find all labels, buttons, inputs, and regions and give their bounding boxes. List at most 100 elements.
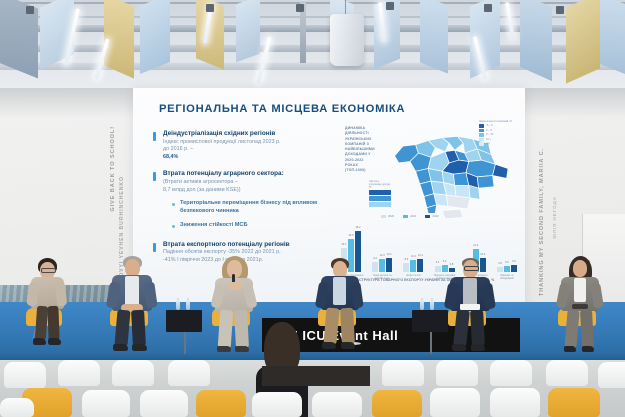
bar-category: Жири та олії (406, 274, 421, 277)
bar-value: 5.4 (435, 261, 440, 265)
sub-bullet-text: Територіальне переміщення бізнесу під вп… (180, 200, 318, 214)
bar-value: 13.1 (386, 253, 392, 257)
bar-value: 8.6 (404, 257, 409, 261)
ceiling-light (505, 1, 515, 41)
acoustic-baffle (566, 0, 600, 84)
head (573, 260, 587, 277)
bar-value: 11.9 (410, 254, 416, 258)
audience-chair[interactable] (546, 360, 588, 386)
legend-label: н/д (486, 142, 490, 146)
side-table (166, 310, 202, 354)
slide-bullet-list: Деіндустріалізація східних регіонів Інде… (151, 130, 341, 273)
bar-group: 5.4 6.2 3.8 Продукти харчової промислово… (434, 224, 456, 280)
water-bottle (186, 298, 190, 310)
bar-category: Продукти харчової промисловості (433, 274, 456, 281)
shirt (463, 278, 477, 306)
bar-group: 4.8 5.6 6.9 Машини та обладнання (496, 224, 517, 280)
bar-value: 4.8 (498, 261, 502, 265)
slide-bullet: Втрата потенціалу аграрного сектора: (Вт… (151, 170, 341, 229)
bar-group: 8.6 11.9 12.4 Жири та олії (403, 224, 424, 277)
audience-chair[interactable] (82, 390, 130, 417)
audience-chair[interactable] (490, 360, 532, 386)
chart-legend-item: 2020 (381, 214, 394, 218)
glasses-icon (464, 266, 479, 271)
hands (121, 304, 143, 312)
notes-paper[interactable] (460, 304, 480, 310)
legend-label: 5 – 10 (486, 133, 494, 137)
donor-wall-text-right: THANKING MY SECOND FAMILY, MARIIA C. (539, 148, 545, 297)
audience-chair[interactable] (58, 360, 100, 386)
head (463, 260, 478, 278)
ceiling (0, 0, 625, 96)
bar-value: 3.8 (449, 262, 454, 266)
ceiling-speaker (330, 14, 364, 66)
panelist-2 (105, 256, 160, 360)
donor-wall-text-left: GIVE BACK TO SCHOOL! (110, 126, 116, 212)
audience-chair[interactable] (252, 392, 302, 417)
audience-chair[interactable] (490, 388, 540, 417)
audience-chair[interactable] (382, 360, 424, 386)
audience-chair[interactable] (4, 362, 46, 388)
side-table (412, 310, 448, 354)
audience-chair[interactable] (168, 360, 210, 386)
bullet-body: Падіння обсягів експорту -35% 2022 до 20… (163, 249, 281, 256)
bar-value: 6.2 (442, 260, 447, 264)
head (40, 262, 55, 279)
ukraine-choropleth-map: ДИНАМІКА ДІЯЛЬНОСТІ УКРАЇНСЬКИХ КОМПАНІЙ… (345, 118, 515, 228)
audience-chair[interactable] (112, 360, 154, 386)
audience-chair[interactable] (196, 390, 246, 417)
bar-value: 12.4 (417, 253, 423, 257)
map-legend: Зміна кількості компаній, % -5 – 0 0 – 5… (479, 120, 513, 147)
bar-category: Машини та обладнання (499, 274, 514, 281)
stage-step (262, 366, 370, 386)
slide-bullet: Втрата експортного потенціалу регіонів П… (151, 241, 341, 265)
legend-row: -5 – 0 (479, 124, 513, 128)
bar-value: 9.2 (373, 257, 377, 261)
audience-chair[interactable] (436, 360, 478, 386)
legend-label: 0 – 5 (486, 128, 492, 132)
bar-group: 9.2 12.3 13.1 Чорні метали та вироби з н… (372, 224, 393, 280)
microphone[interactable] (232, 274, 235, 283)
map-caption: ДИНАМІКА ДІЯЛЬНОСТІ УКРАЇНСЬКИХ КОМПАНІЙ… (345, 126, 375, 172)
legend-row: н/д (479, 142, 513, 146)
panelist-6 (554, 256, 606, 360)
water-bottle (420, 298, 424, 310)
legend-label: -5 – 0 (486, 124, 493, 128)
chart-legend: 2020 2021 2022 (381, 214, 439, 218)
chart-title: СТРУКТУРА ТОВАРНОГО ЕКСПОРТУ УКРАЇНИ ЗА … (359, 278, 495, 282)
audience-chair[interactable] (548, 388, 600, 417)
audience-chair[interactable] (0, 398, 34, 417)
audience-chair[interactable] (598, 362, 625, 388)
ukraine-map-svg (394, 135, 509, 220)
legend-label: 10 + (486, 137, 492, 141)
audience-chair[interactable] (140, 390, 188, 417)
chart-legend-item: 2021 (403, 214, 416, 218)
bar-value: 6.9 (512, 259, 516, 263)
acoustic-baffle (520, 0, 552, 82)
acoustic-baffle (140, 0, 170, 75)
bar-value: 22.1 (341, 243, 347, 247)
series-name: 2022 (432, 214, 439, 218)
bar-category: Чорні метали та вироби з них (372, 274, 392, 281)
legend-row: 10 + (479, 137, 513, 142)
presentation-screen: РЕГІОНАЛЬНА ТА МІСЦЕВА ЕКОНОМІКА Деіндус… (133, 88, 525, 310)
legend-row: 5 – 10 (479, 133, 513, 137)
phone[interactable] (572, 304, 588, 309)
mini-chart-title: Частка у сукупному доході, % (369, 180, 391, 190)
bullet-heading: Деіндустріалізація східних регіонів (163, 130, 276, 137)
panelist-5 (443, 258, 496, 360)
mini-bar (369, 196, 391, 202)
donor-wall-text-right-2: ЮЛІЯ НЕГОДА (552, 196, 557, 239)
shirt (333, 277, 346, 305)
bar-value: 12.3 (379, 254, 385, 258)
head (227, 260, 242, 278)
bullet-body: 8,7 млрд дол (за даними KSE)) (163, 186, 241, 193)
audience-chair[interactable] (372, 390, 422, 417)
audience-chair[interactable] (312, 392, 362, 417)
bullet-body: Індекс промислової продукції листопад 20… (163, 138, 281, 145)
mini-bar (369, 190, 391, 196)
glasses-icon (41, 268, 56, 273)
slide-sub-bullet: Зниження стійкості МСБ (172, 222, 341, 230)
audience-chair[interactable] (430, 388, 480, 417)
